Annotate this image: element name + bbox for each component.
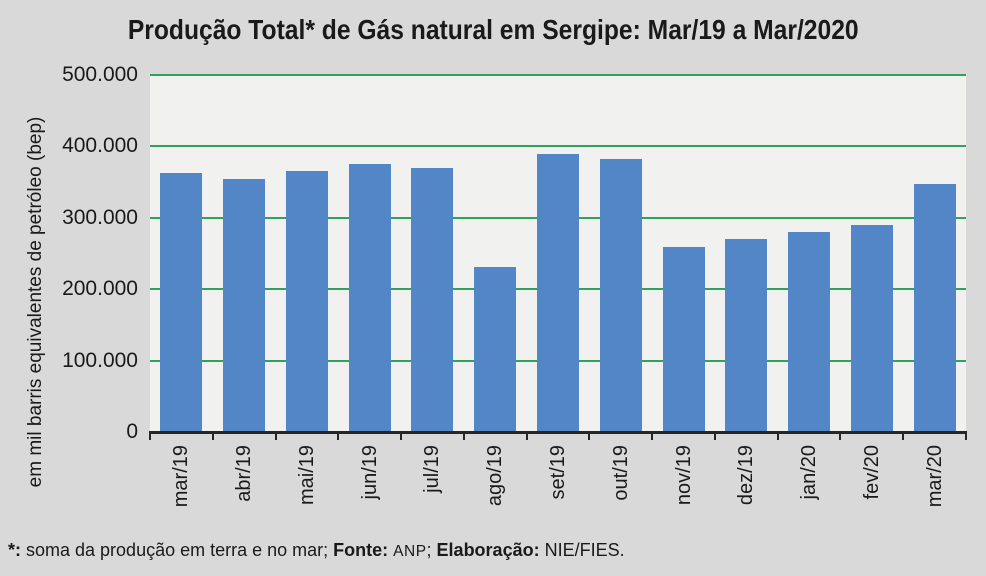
bar-dez/19: [725, 239, 768, 432]
x-axis-tick: [839, 433, 841, 440]
x-tick-label-dez/19: dez/19: [735, 445, 758, 506]
bar-mar/20: [913, 184, 956, 432]
x-tick-label-nov/19: nov/19: [672, 445, 695, 506]
x-tick-label-ago/19: ago/19: [484, 445, 507, 507]
plot-area: [149, 74, 967, 440]
x-axis-tick: [714, 433, 716, 440]
bar-jan/20: [788, 232, 831, 432]
x-axis-tick: [526, 433, 528, 440]
bar-fev/20: [850, 224, 893, 432]
footnote-segment: *:: [8, 540, 21, 560]
x-axis-tick: [965, 433, 967, 440]
x-axis-tick: [400, 433, 402, 440]
x-tick-label-out/19: out/19: [609, 445, 632, 501]
x-axis-tick: [275, 433, 277, 440]
bar-mar/19: [160, 172, 203, 432]
x-tick-label-jun/19: jun/19: [358, 445, 381, 500]
bar-jul/19: [411, 167, 454, 432]
x-tick-label-mai/19: mai/19: [295, 445, 318, 506]
x-axis-tick: [588, 433, 590, 440]
y-tick-label-0: 0: [126, 420, 138, 443]
x-tick-label-set/19: set/19: [547, 445, 569, 500]
x-tick-label-mar/19: mar/19: [170, 445, 193, 508]
gridline-500000: [150, 74, 966, 76]
footnote-segment: soma da produção em terra e no mar;: [21, 540, 334, 560]
x-axis-tick: [902, 433, 904, 440]
y-tick-label-500.000: 500.000: [62, 63, 138, 86]
x-axis-tick: [777, 433, 779, 440]
x-axis-tick: [149, 433, 151, 440]
x-axis-tick: [212, 433, 214, 440]
bar-abr/19: [223, 179, 266, 432]
footnote-segment: NIE/FIES.: [539, 540, 625, 560]
x-axis-tick: [463, 433, 465, 440]
y-tick-label-200.000: 200.000: [62, 277, 138, 301]
x-tick-label-fev/20: fev/20: [860, 445, 883, 500]
footnote: *: soma da produção em terra e no mar; F…: [8, 538, 625, 564]
x-tick-label-jul/19: jul/19: [421, 445, 444, 493]
bar-jun/19: [348, 163, 391, 432]
x-axis-tick: [337, 433, 339, 440]
chart-title-text: Produção Total* de Gás natural em Sergip…: [127, 14, 859, 45]
y-tick-label-100.000: 100.000: [62, 348, 138, 372]
bar-set/19: [536, 154, 579, 432]
bar-mai/19: [285, 171, 328, 432]
x-axis-tick: [651, 433, 653, 440]
y-tick-label-400.000: 400.000: [62, 134, 138, 158]
y-tick-label-300.000: 300.000: [62, 205, 138, 229]
x-tick-label-mar/20: mar/20: [923, 445, 946, 508]
chart-title: Produção Total* de Gás natural em Sergip…: [0, 14, 986, 46]
x-tick-label-abr/19: abr/19: [233, 445, 256, 502]
bar-nov/19: [662, 247, 705, 432]
gridline-400000: [150, 145, 966, 148]
x-axis-line: [149, 431, 967, 434]
footnote-segment: ANP: [393, 543, 427, 560]
footnote-segment: Elaboração:: [436, 540, 540, 560]
footnote-segment: ;: [426, 540, 437, 560]
footnote-segment: Fonte:: [333, 540, 389, 560]
bar-series: [150, 75, 966, 432]
bar-ago/19: [474, 267, 517, 432]
bar-out/19: [599, 159, 642, 432]
x-tick-label-jan/20: jan/20: [798, 445, 821, 500]
